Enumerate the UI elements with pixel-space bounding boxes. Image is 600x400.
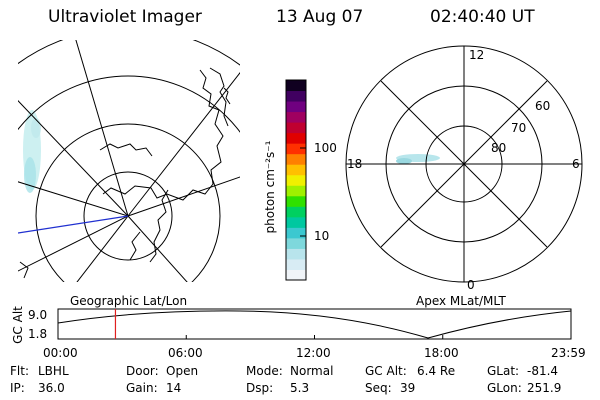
color-bar-segment [286, 185, 306, 197]
door-label: Door: [126, 364, 159, 378]
polar-outer-ring [345, 45, 583, 283]
color-scale-bar [286, 80, 306, 281]
lat-60-label: 60 [535, 99, 551, 113]
glon-value: 251.9 [527, 381, 562, 395]
lat-70-label: 70 [511, 121, 527, 135]
altitude-y-tick-low: 1.8 [28, 327, 48, 341]
mlt-18-label: 18 [347, 157, 363, 171]
color-bar-segment [286, 153, 306, 165]
gain-label: Gain: [126, 381, 158, 395]
color-bar-segment [286, 237, 306, 249]
glat-value: -81.4 [527, 364, 559, 378]
altitude-y-tick-high: 9.0 [28, 308, 48, 322]
mlt-12-label: 12 [469, 48, 485, 62]
color-bar-segment [286, 143, 306, 155]
x-tick-label: 00:00 [43, 346, 78, 360]
x-tick-label: 18:00 [424, 346, 459, 360]
mlt-0-label: 0 [467, 278, 475, 292]
color-bar-segment [286, 206, 306, 218]
geographic-map-label: Geographic Lat/Lon [70, 294, 188, 308]
date-label: 13 Aug 07 [276, 7, 364, 27]
time-label: 02:40:40 UT [430, 7, 535, 27]
x-tick-label: 23:59 [551, 346, 586, 360]
mlt-6-label: 6 [572, 157, 580, 171]
mode-value: Normal [290, 364, 334, 378]
seq-value: 39 [400, 381, 416, 395]
color-bar-segment [286, 195, 306, 207]
ip-value: 36.0 [38, 381, 65, 395]
color-bar-segment [286, 269, 306, 281]
door-value: Open [166, 364, 199, 378]
filter-value: LBHL [38, 364, 69, 378]
instrument-title: Ultraviolet Imager [48, 7, 202, 27]
gc-alt-value: 6.4 Re [417, 364, 456, 378]
polar-plot-label: Apex MLat/MLT [416, 294, 506, 308]
glat-label: GLat: [487, 364, 520, 378]
ip-label: IP: [10, 381, 25, 395]
color-bar-segment [286, 174, 306, 186]
color-bar-segment [286, 248, 306, 260]
glon-label: GLon: [487, 381, 522, 395]
color-bar-segment [286, 258, 306, 270]
dsp-value: 5.3 [290, 381, 310, 395]
altitude-ylabel: GC Alt [11, 306, 25, 344]
color-bar-segment [286, 132, 306, 144]
aurora-emission-left [23, 110, 41, 193]
filter-label: Flt: [10, 364, 29, 378]
seq-label: Seq: [365, 381, 392, 395]
color-bar-segment [286, 227, 306, 239]
gc-alt-label: GC Alt: [365, 364, 407, 378]
dsp-label: Dsp: [246, 381, 274, 395]
color-bar-segment [286, 164, 306, 176]
color-bar-tick-100: 100 [314, 141, 337, 155]
gain-value: 14 [166, 381, 182, 395]
color-bar-tick-10: 10 [314, 229, 330, 243]
color-bar-unit-label: photon cm⁻²s⁻¹ [263, 140, 277, 234]
color-bar-segment [286, 90, 306, 102]
color-bar-segment [286, 122, 306, 134]
lat-80-label: 80 [491, 141, 507, 155]
mode-label: Mode: [246, 364, 283, 378]
color-bar-segment [286, 101, 306, 113]
color-bar-segment [286, 216, 306, 228]
color-bar-segment [286, 80, 306, 92]
color-bar-segment [286, 111, 306, 123]
x-tick-label: 12:00 [296, 346, 331, 360]
x-tick-label: 06:00 [168, 346, 203, 360]
aurora-emission-polar [396, 154, 440, 164]
